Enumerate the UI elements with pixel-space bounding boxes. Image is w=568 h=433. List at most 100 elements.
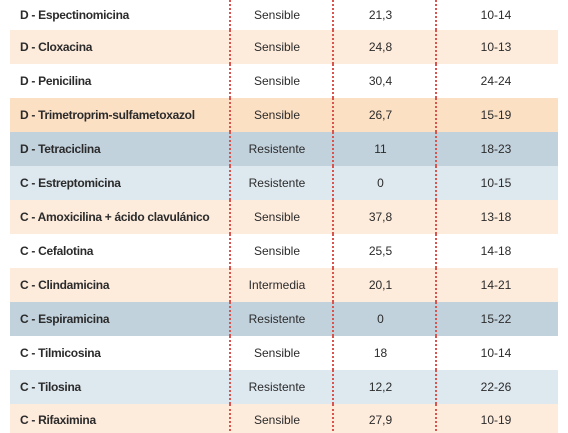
sensitivity-result: Resistente — [248, 176, 306, 190]
column-divider — [435, 64, 437, 98]
antibiotic-name: D - Espectinomicina — [20, 8, 129, 22]
column-divider — [435, 302, 437, 336]
table-row: C - Tilmicosina Sensible 18 10-14 — [10, 336, 558, 370]
column-divider — [332, 98, 334, 132]
halo-value: 21,3 — [368, 8, 393, 22]
column-divider — [435, 200, 437, 234]
column-divider — [332, 0, 334, 30]
column-divider — [332, 234, 334, 268]
halo-value: 0 — [377, 176, 384, 190]
sensitivity-result: Sensible — [253, 8, 301, 22]
reference-range: 10-15 — [480, 176, 512, 190]
column-divider — [229, 30, 231, 64]
column-divider — [332, 166, 334, 200]
halo-value: 30,4 — [368, 74, 393, 88]
sensitivity-result: Resistente — [248, 380, 306, 394]
antibiotic-name: C - Rifaximina — [20, 412, 96, 427]
antibiotic-name: C - Cefalotina — [20, 244, 94, 258]
halo-value: 26,7 — [368, 108, 393, 122]
table-row: D - Tetraciclina Resistente 11 18-23 — [10, 132, 558, 166]
reference-range: 10-14 — [480, 8, 512, 22]
column-divider — [435, 30, 437, 64]
sensitivity-result: Sensible — [253, 74, 301, 88]
antibiotic-name: C - Tilosina — [20, 380, 81, 394]
column-divider — [332, 370, 334, 404]
halo-value: 27,9 — [368, 412, 393, 427]
table-row: D - Espectinomicina Sensible 21,3 10-14 — [10, 0, 558, 30]
table-row: C - Tilosina Resistente 12,2 22-26 — [10, 370, 558, 404]
column-divider — [435, 132, 437, 166]
sensitivity-result: Sensible — [253, 412, 301, 427]
sensitivity-result: Sensible — [253, 108, 301, 122]
sensitivity-result: Intermedia — [248, 278, 306, 292]
halo-value: 18 — [373, 346, 388, 360]
table-row: D - Trimetroprim-sulfametoxazol Sensible… — [10, 98, 558, 132]
reference-range: 10-13 — [480, 40, 512, 54]
column-divider — [229, 166, 231, 200]
column-divider — [435, 166, 437, 200]
column-divider — [229, 336, 231, 370]
column-divider — [229, 200, 231, 234]
antibiotic-name: C - Estreptomicina — [20, 176, 121, 190]
sensitivity-result: Sensible — [253, 40, 301, 54]
reference-range: 10-14 — [480, 346, 512, 360]
column-divider — [229, 234, 231, 268]
table-row: C - Amoxicilina + ácido clavulánico Sens… — [10, 200, 558, 234]
sensitivity-result: Sensible — [253, 210, 301, 224]
halo-value: 0 — [377, 312, 384, 326]
column-divider — [332, 268, 334, 302]
column-divider — [229, 370, 231, 404]
column-divider — [435, 404, 437, 433]
column-divider — [229, 302, 231, 336]
table-row: C - Cefalotina Sensible 25,5 14-18 — [10, 234, 558, 268]
antibiotic-name: D - Penicilina — [20, 74, 92, 88]
column-divider — [332, 132, 334, 166]
column-divider — [435, 98, 437, 132]
column-divider — [435, 370, 437, 404]
sensitivity-result: Sensible — [253, 346, 301, 360]
column-divider — [332, 30, 334, 64]
halo-value: 25,5 — [368, 244, 393, 258]
reference-range: 15-22 — [480, 312, 512, 326]
column-divider — [229, 268, 231, 302]
table-row: D - Penicilina Sensible 30,4 24-24 — [10, 64, 558, 98]
table-row: C - Estreptomicina Resistente 0 10-15 — [10, 166, 558, 200]
column-divider — [332, 336, 334, 370]
antibiotic-name: C - Tilmicosina — [20, 346, 101, 360]
reference-range: 14-21 — [480, 278, 512, 292]
reference-range: 18-23 — [480, 142, 512, 156]
sensitivity-result: Sensible — [253, 244, 301, 258]
table-row: C - Clindamicina Intermedia 20,1 14-21 — [10, 268, 558, 302]
halo-value: 24,8 — [368, 40, 393, 54]
table-row: C - Rifaximina Sensible 27,9 10-19 — [10, 404, 558, 433]
halo-value: 20,1 — [368, 278, 393, 292]
column-divider — [332, 404, 334, 433]
reference-range: 10-19 — [480, 412, 512, 427]
column-divider — [229, 132, 231, 166]
column-divider — [435, 336, 437, 370]
column-divider — [229, 404, 231, 433]
column-divider — [435, 0, 437, 30]
antibiotic-name: C - Amoxicilina + ácido clavulánico — [20, 210, 210, 224]
table-row: C - Espiramicina Resistente 0 15-22 — [10, 302, 558, 336]
column-divider — [332, 64, 334, 98]
column-divider — [229, 0, 231, 30]
reference-range: 15-19 — [480, 108, 512, 122]
antibiotic-table: D - Espectinomicina Sensible 21,3 10-14 … — [10, 0, 558, 433]
antibiotic-name: C - Clindamicina — [20, 278, 110, 292]
halo-value: 11 — [374, 142, 387, 156]
column-divider — [435, 234, 437, 268]
antibiotic-name: D - Trimetroprim-sulfametoxazol — [20, 108, 195, 122]
column-divider — [229, 64, 231, 98]
antibiotic-name: C - Espiramicina — [20, 312, 110, 326]
halo-value: 37,8 — [368, 210, 393, 224]
halo-value: 12,2 — [368, 380, 393, 394]
column-divider — [332, 302, 334, 336]
antibiotic-name: D - Cloxacina — [20, 40, 93, 54]
column-divider — [229, 98, 231, 132]
column-divider — [332, 200, 334, 234]
reference-range: 22-26 — [480, 380, 512, 394]
antibiotic-name: D - Tetraciclina — [20, 142, 101, 156]
reference-range: 24-24 — [480, 74, 512, 88]
reference-range: 13-18 — [480, 210, 512, 224]
